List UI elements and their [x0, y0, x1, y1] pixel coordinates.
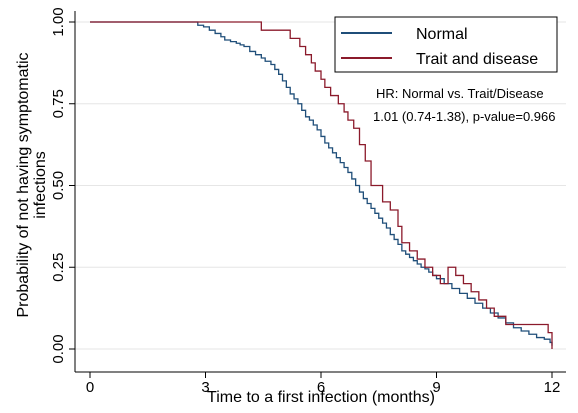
x-tick-label-4: 12: [544, 379, 561, 396]
y-tick-label-0: 0.00: [50, 334, 67, 363]
x-tick-label-2: 6: [317, 379, 325, 396]
x-axis-title: Time to a first infection (months): [207, 389, 435, 406]
axis-layer: 0.00 0.25 0.50 0.75 1.00 0 3 6 9 12: [50, 7, 566, 396]
grid-layer: [75, 21, 566, 350]
y-axis-title-line-2: infections: [32, 151, 49, 219]
y-tick-label-2: 0.50: [50, 171, 67, 200]
x-tick-label-0: 0: [86, 379, 94, 396]
hr-annotation-line-1: HR: Normal vs. Trait/Disease: [376, 86, 544, 101]
series-layer: [90, 21, 553, 349]
y-axis-title-line-1: Probability of not having symptomatic: [15, 52, 32, 317]
legend: Normal Trait and disease: [334, 16, 558, 73]
legend-box: [334, 16, 558, 73]
hr-annotation-line-2: 1.01 (0.74-1.38), p-value=0.966: [373, 109, 556, 124]
series-line-normal: [90, 21, 553, 346]
legend-label-normal: Normal: [416, 26, 468, 43]
x-tick-label-3: 9: [432, 379, 440, 396]
x-tick-label-1: 3: [201, 379, 209, 396]
y-axis-title: Probability of not having symptomatic in…: [15, 52, 49, 317]
y-tick-label-4: 1.00: [50, 7, 67, 36]
series-line-trait-and-disease: [90, 21, 553, 349]
y-tick-label-3: 0.75: [50, 89, 67, 118]
y-tick-label-1: 0.25: [50, 253, 67, 282]
legend-label-trait: Trait and disease: [416, 51, 538, 68]
